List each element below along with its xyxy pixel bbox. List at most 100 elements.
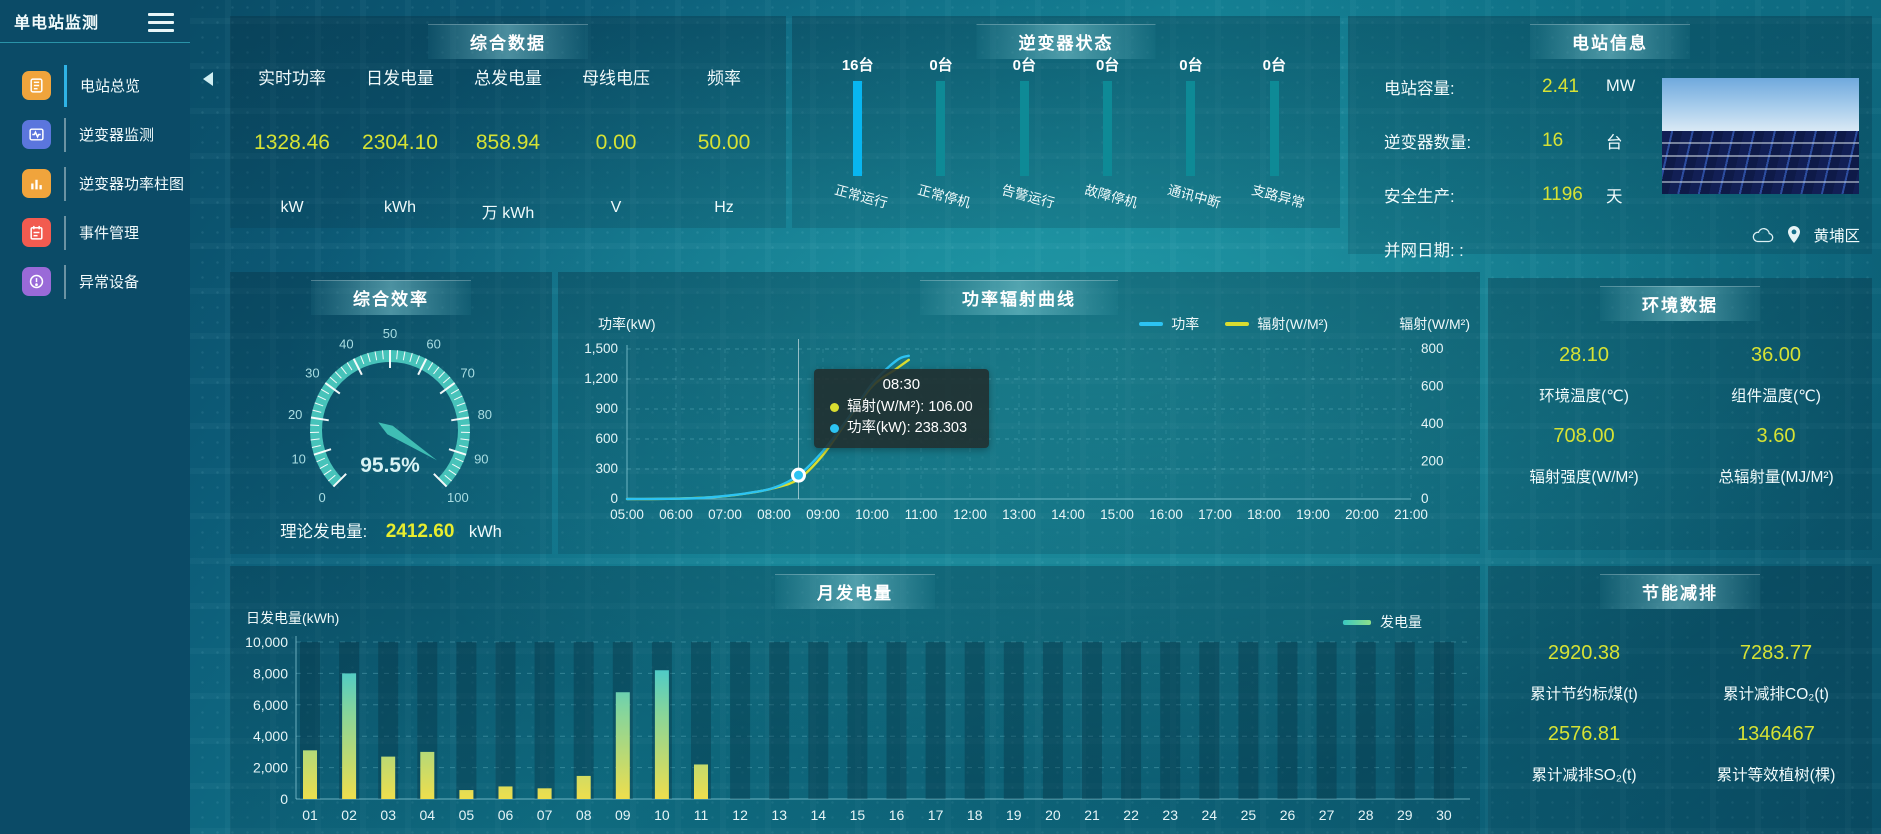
svg-text:15: 15 xyxy=(850,807,866,823)
svg-text:300: 300 xyxy=(595,461,618,476)
svg-text:6,000: 6,000 xyxy=(253,697,288,713)
svg-text:22: 22 xyxy=(1123,807,1139,823)
bar-chart-legend[interactable]: 发电量 xyxy=(1343,612,1422,632)
panel-title: 逆变器状态 xyxy=(976,24,1156,59)
efficiency-gauge-chart[interactable]: 0 10 20 30 40 50 60 70 80 90 100 95.5% xyxy=(230,272,552,554)
sidebar-item-label: 异常设备 xyxy=(79,274,140,291)
photo-sky xyxy=(1662,78,1859,132)
inverter-monitor-icon xyxy=(22,120,51,149)
svg-text:13:00: 13:00 xyxy=(1002,507,1036,522)
sidebar-item-label: 逆变器功率柱图 xyxy=(79,176,185,193)
svg-text:50: 50 xyxy=(383,326,397,341)
svg-text:2,000: 2,000 xyxy=(253,760,288,776)
metric-co2-reduced: 7283.77 累计减排CO₂(t) xyxy=(1723,642,1829,703)
sidebar-item-station-overview[interactable]: 电站总览 xyxy=(0,61,190,110)
abnormal-device-icon xyxy=(22,267,51,296)
svg-text:18:00: 18:00 xyxy=(1247,507,1281,522)
sidebar-item-divider xyxy=(64,117,66,152)
power-radiation-line-chart[interactable]: 05:00 06:00 07:00 08:00 09:00 10:00 11:00 12:00… xyxy=(558,272,1480,554)
sidebar-header: 单电站监测 xyxy=(0,0,190,43)
summary-metrics: 实时功率 1328.46 kW 日发电量 2304.10 kWh 总发电量 85… xyxy=(230,64,786,223)
status-fault-stop: 0台 故障停机 xyxy=(1083,57,1140,211)
menu-icon[interactable] xyxy=(148,20,174,24)
svg-text:19: 19 xyxy=(1006,807,1022,823)
inverter-power-chart-icon xyxy=(22,169,51,198)
svg-text:16:00: 16:00 xyxy=(1149,507,1183,522)
legend-item-radiation[interactable]: 辐射(W/M²) xyxy=(1225,314,1328,334)
status-bar xyxy=(936,81,946,176)
metric-ambient-temp: 28.10 环境温度(℃) xyxy=(1539,344,1629,405)
svg-text:13: 13 xyxy=(771,807,787,823)
location-pin-icon[interactable] xyxy=(1787,226,1801,244)
tooltip-power: 功率(kW): 238.303 xyxy=(830,418,973,439)
svg-text:90: 90 xyxy=(474,452,488,467)
svg-text:20:00: 20:00 xyxy=(1345,507,1379,522)
svg-text:4,000: 4,000 xyxy=(253,728,288,744)
svg-text:30: 30 xyxy=(1436,807,1452,823)
weather-cloud-icon[interactable] xyxy=(1751,227,1775,243)
panel-title: 功率辐射曲线 xyxy=(920,280,1118,315)
panel-title: 综合数据 xyxy=(428,24,588,59)
svg-text:900: 900 xyxy=(595,401,618,416)
metric-module-temp: 36.00 组件温度(℃) xyxy=(1731,344,1821,405)
svg-text:11:00: 11:00 xyxy=(905,507,938,522)
svg-text:80: 80 xyxy=(478,407,492,422)
panel-station-info: 电站信息 电站容量: 2.41 MW 逆变器数量: 16 台 安全生产: 119… xyxy=(1348,16,1872,260)
safe-production-row: 安全生产: 1196 天 xyxy=(1384,183,1623,206)
svg-text:0: 0 xyxy=(319,490,326,505)
svg-text:07:00: 07:00 xyxy=(708,507,742,522)
metric-daily-energy: 日发电量 2304.10 kWh xyxy=(362,69,438,216)
inverter-status-bars[interactable]: 16台 正常运行 0台 正常停机 0台 告警运行 0台 故障停机 0台 xyxy=(792,54,1340,211)
svg-text:14: 14 xyxy=(811,807,827,823)
svg-text:40: 40 xyxy=(339,336,353,351)
metric-total-radiation: 3.60 总辐射量(MJ/M²) xyxy=(1718,425,1834,486)
station-info-rows: 电站容量: 2.41 MW 逆变器数量: 16 台 安全生产: 1196 天 并… xyxy=(1384,70,1666,286)
sidebar-collapse-arrow-icon[interactable] xyxy=(203,72,213,86)
svg-text:23: 23 xyxy=(1162,807,1178,823)
svg-text:26: 26 xyxy=(1280,807,1296,823)
status-bar xyxy=(1269,81,1279,176)
svg-text:70: 70 xyxy=(460,366,474,381)
svg-text:12:00: 12:00 xyxy=(953,507,987,522)
svg-text:30: 30 xyxy=(305,366,319,381)
station-overview-icon xyxy=(22,71,51,100)
tooltip-dot-radiation xyxy=(830,403,839,412)
svg-text:20: 20 xyxy=(288,407,302,422)
svg-text:200: 200 xyxy=(1421,454,1444,469)
sidebar-item-inverter-power-chart[interactable]: 逆变器功率柱图 xyxy=(0,159,190,208)
svg-text:12: 12 xyxy=(732,807,748,823)
svg-text:01: 01 xyxy=(302,807,318,823)
event-management-icon xyxy=(22,218,51,247)
sidebar-item-divider xyxy=(64,166,66,201)
station-capacity-row: 电站容量: 2.41 MW xyxy=(1384,75,1636,98)
svg-text:15:00: 15:00 xyxy=(1100,507,1134,522)
sidebar-item-abnormal-device[interactable]: 异常设备 xyxy=(0,257,190,306)
sidebar-item-label: 电站总览 xyxy=(80,78,141,95)
metric-bus-voltage: 母线电压 0.00 V xyxy=(582,69,650,216)
sidebar-item-event-management[interactable]: 事件管理 xyxy=(0,208,190,257)
photo-solar-panels xyxy=(1662,131,1859,194)
svg-text:19:00: 19:00 xyxy=(1296,507,1330,522)
station-photo xyxy=(1662,78,1859,194)
app-title: 单电站监测 xyxy=(14,15,100,32)
grid-date-row: 并网日期: : xyxy=(1384,241,1464,260)
sidebar-item-inverter-monitor[interactable]: 逆变器监测 xyxy=(0,110,190,159)
status-bar xyxy=(1186,81,1196,176)
status-branch-abnormal: 0台 支路异常 xyxy=(1249,57,1306,211)
status-bar xyxy=(1019,81,1029,176)
svg-text:02: 02 xyxy=(341,807,357,823)
inverter-count-row: 逆变器数量: 16 台 xyxy=(1384,129,1623,152)
sidebar-item-accent xyxy=(64,64,67,107)
legend-marker xyxy=(1225,322,1250,326)
svg-text:0: 0 xyxy=(1421,491,1429,506)
panel-power-radiation: 功率辐射曲线 功率(kW) 功率 辐射(W/M²) 辐射(W/M²) 05:00… xyxy=(558,272,1480,554)
legend-item-power[interactable]: 功率 xyxy=(1139,314,1199,334)
svg-text:24: 24 xyxy=(1202,807,1218,823)
metric-total-energy: 总发电量 858.94 万 kWh xyxy=(474,69,542,222)
monthly-energy-bar-chart[interactable]: 0 2,000 4,000 6,000 8,000 10,000 01 02 03 04 05 06 0… xyxy=(230,566,1480,834)
sidebar-nav: 电站总览 逆变器监测 逆变器功率柱图 事 xyxy=(0,61,190,306)
svg-text:800: 800 xyxy=(1421,341,1444,356)
legend-marker xyxy=(1139,322,1164,326)
right-axis-title: 辐射(W/M²) xyxy=(1399,316,1470,332)
